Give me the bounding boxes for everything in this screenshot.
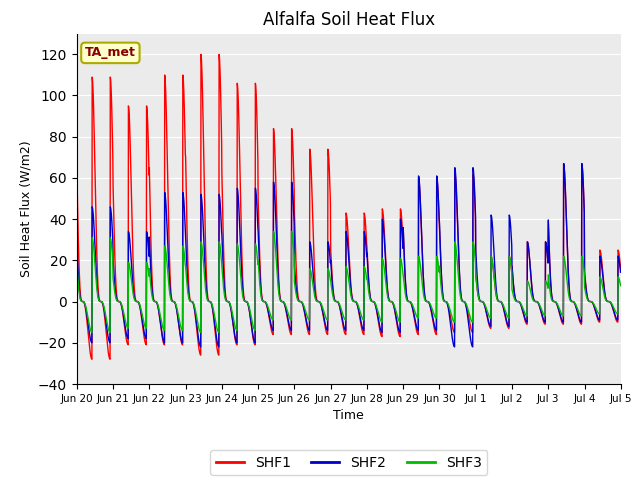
SHF3 xyxy=(365,289,372,295)
SHF2 xyxy=(507,225,515,231)
SHF2 xyxy=(225,299,232,305)
SHF1 xyxy=(365,277,372,283)
SHF3 xyxy=(507,262,515,268)
SHF3 xyxy=(225,299,232,305)
SHF1 xyxy=(507,262,515,268)
SHF3 xyxy=(377,317,385,323)
Line: SHF2: SHF2 xyxy=(77,164,621,347)
Line: SHF1: SHF1 xyxy=(77,54,621,359)
SHF2 xyxy=(569,299,577,304)
SHF2 xyxy=(560,161,568,167)
SHF1 xyxy=(88,356,96,362)
Line: SHF3: SHF3 xyxy=(77,231,621,333)
Title: Alfalfa Soil Heat Flux: Alfalfa Soil Heat Flux xyxy=(263,11,435,29)
SHF2 xyxy=(376,326,384,332)
SHF2 xyxy=(365,276,372,282)
SHF1 xyxy=(73,166,81,172)
SHF3 xyxy=(269,228,277,234)
SHF3 xyxy=(617,283,625,288)
SHF3 xyxy=(88,330,96,336)
Legend: SHF1, SHF2, SHF3: SHF1, SHF2, SHF3 xyxy=(210,450,488,475)
SHF1 xyxy=(197,51,205,57)
SHF2 xyxy=(584,297,592,303)
Y-axis label: Soil Heat Flux (W/m2): Soil Heat Flux (W/m2) xyxy=(19,141,33,277)
X-axis label: Time: Time xyxy=(333,409,364,422)
SHF1 xyxy=(617,265,625,271)
SHF3 xyxy=(73,261,81,267)
SHF1 xyxy=(225,299,233,305)
SHF3 xyxy=(569,299,577,304)
SHF1 xyxy=(569,299,577,304)
SHF2 xyxy=(73,243,81,249)
SHF2 xyxy=(197,344,205,350)
SHF2 xyxy=(617,269,625,275)
SHF1 xyxy=(377,330,385,336)
SHF1 xyxy=(584,297,592,302)
Text: TA_met: TA_met xyxy=(85,47,136,60)
SHF3 xyxy=(584,298,592,303)
